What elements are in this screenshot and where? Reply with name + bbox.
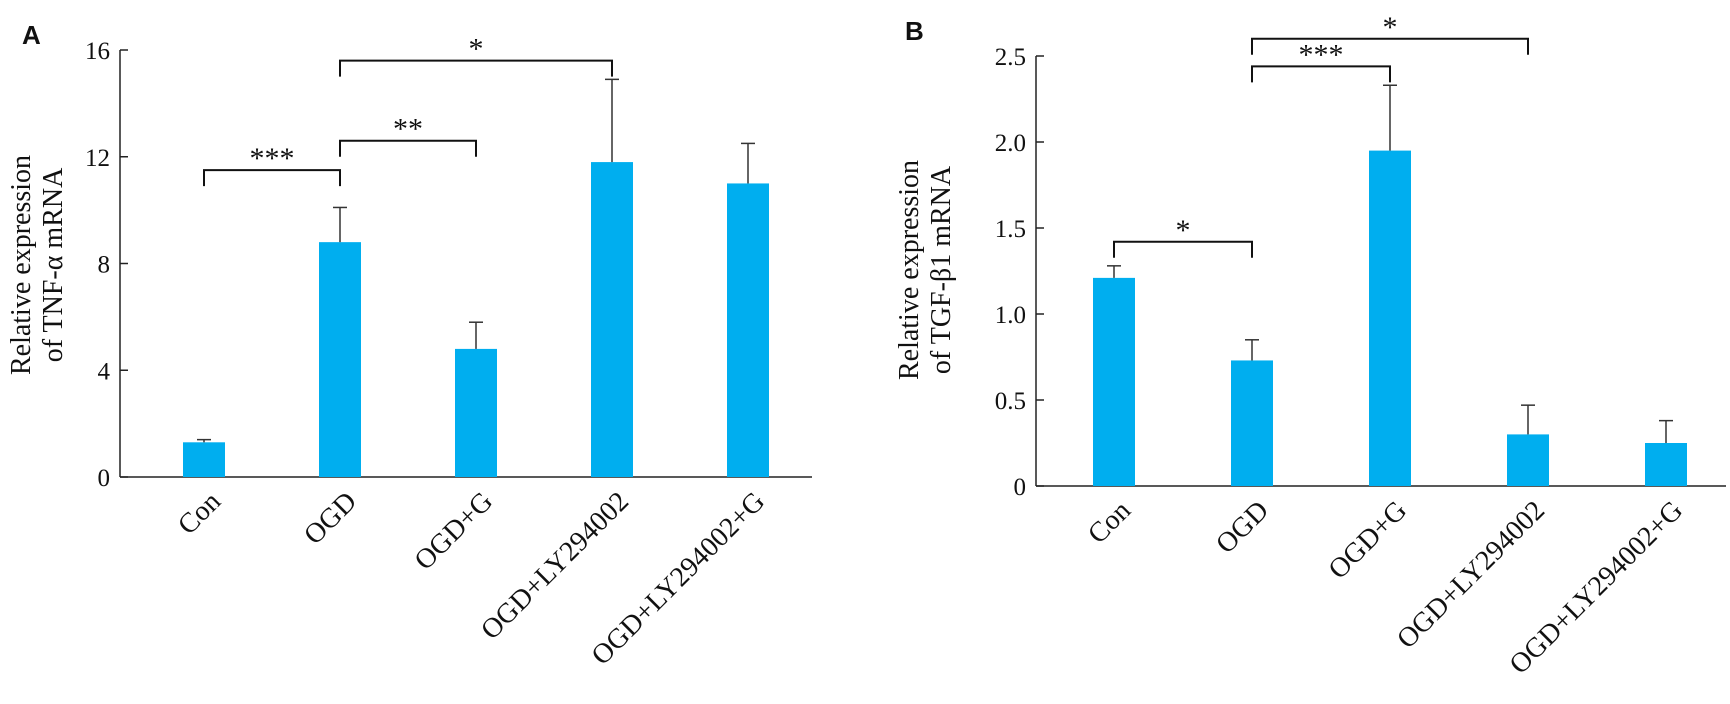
bar (1507, 434, 1549, 486)
bar (591, 162, 633, 477)
x-tick-label: Con (172, 486, 227, 541)
bar (727, 183, 769, 477)
y-tick-label: 0 (98, 465, 111, 492)
bar (1231, 360, 1273, 486)
x-tick-label: OGD (1210, 495, 1275, 560)
y-tick-label: 1.0 (995, 302, 1026, 329)
y-tick-label: 0.5 (995, 388, 1026, 415)
x-tick-label: OGD+LY294002 (1391, 495, 1551, 655)
y-tick-label: 0 (1014, 474, 1027, 501)
significance-label: * (1176, 214, 1191, 247)
significance-label: * (469, 33, 484, 66)
significance-bracket (1251, 65, 1391, 83)
chart-panel-b: B Relative expression of TGF-β1 mRNA 0 0.5 1.… (894, 11, 1726, 680)
bar (1093, 277, 1135, 486)
y-axis-label: of TNF-α mRNA (38, 167, 69, 362)
significance-label: *** (1299, 38, 1344, 71)
bar (455, 348, 497, 477)
y-axis-label: Relative expression (894, 160, 925, 380)
significance-bracket (339, 139, 477, 157)
y-tick-label: 16 (85, 38, 110, 65)
bar (1645, 443, 1687, 486)
y-tick-label: 12 (85, 145, 110, 172)
y-tick-label: 4 (98, 358, 111, 385)
significance-label: *** (250, 142, 295, 175)
x-tick-label: OGD+G (409, 486, 499, 576)
significance-bracket (203, 169, 341, 187)
significance-label: * (1383, 11, 1398, 44)
y-axis-label: Relative expression (6, 155, 37, 375)
x-tick-label: OGD+LY294002 (475, 486, 635, 646)
bar (1369, 150, 1411, 486)
y-tick-label: 2.5 (995, 44, 1026, 71)
bar (183, 442, 225, 477)
chart-panel-a: A Relative expression of TNF-α mRNA 0 4 8 12 16… (6, 20, 812, 671)
x-tick-label: OGD+G (1323, 495, 1413, 585)
significance-label: ** (393, 113, 423, 146)
y-tick-label: 1.5 (995, 216, 1026, 243)
y-tick-label: 2.0 (995, 130, 1026, 157)
y-tick-label: 8 (98, 252, 111, 279)
panel-letter: B (905, 16, 924, 46)
significance-bracket (1251, 37, 1529, 55)
significance-bracket (339, 59, 613, 77)
panel-letter: A (22, 20, 41, 50)
y-axis-label: of TGF-β1 mRNA (926, 165, 957, 374)
bar (319, 242, 361, 477)
x-tick-label: Con (1082, 495, 1137, 550)
significance-bracket (1113, 240, 1253, 258)
x-tick-label: OGD (298, 486, 363, 551)
